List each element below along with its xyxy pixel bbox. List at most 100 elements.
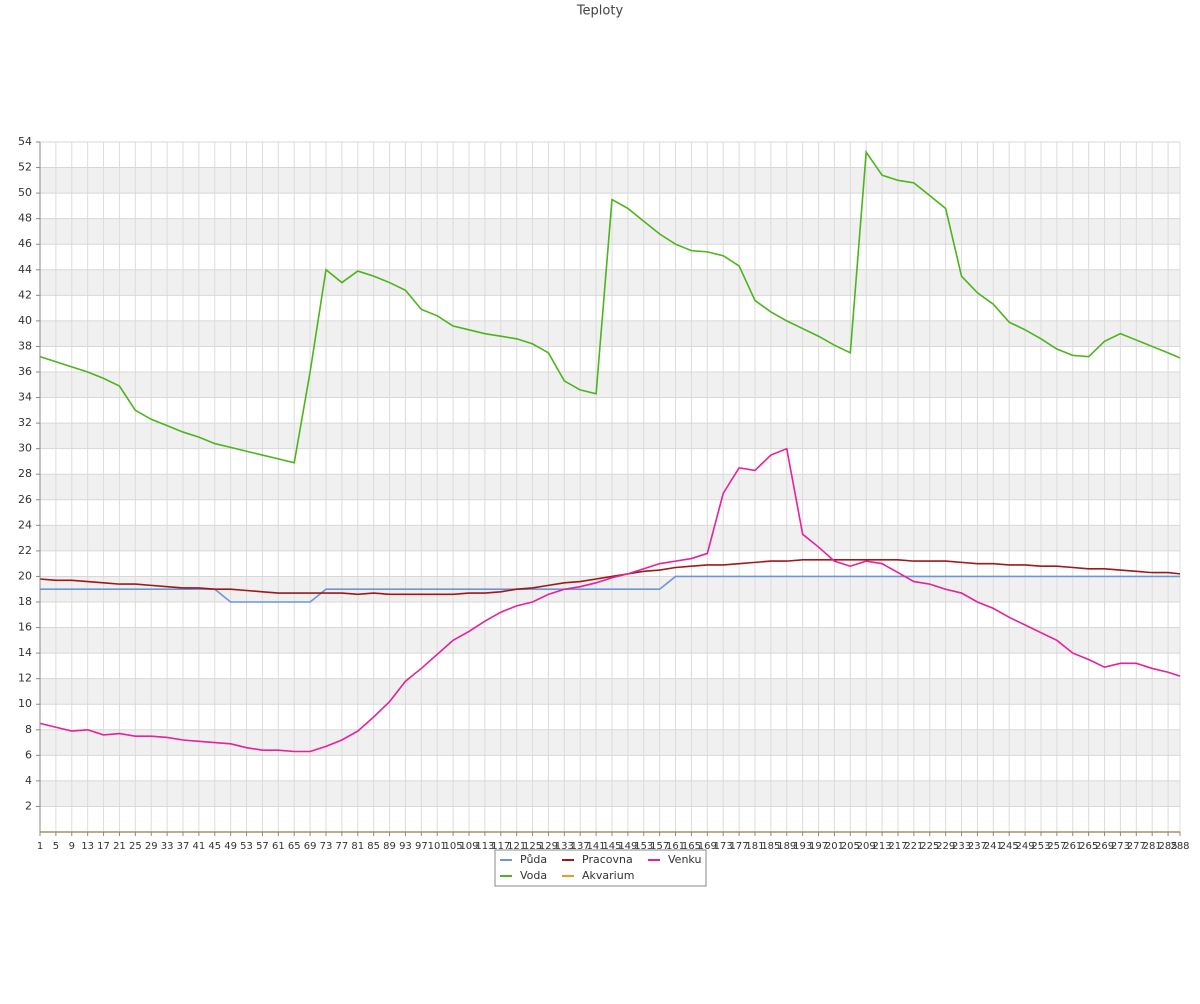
x-tick-label: 169 <box>698 841 717 852</box>
y-tick-label: 52 <box>18 161 32 174</box>
x-tick-label: 173 <box>714 841 733 852</box>
y-tick-label: 2 <box>25 799 32 812</box>
series-line <box>39 559 1181 596</box>
x-tick-label: 253 <box>1031 841 1050 852</box>
x-tick-label: 5 <box>53 841 59 852</box>
series-line <box>39 149 1181 464</box>
y-tick-label: 18 <box>18 595 32 608</box>
x-tick-label: 225 <box>920 841 939 852</box>
x-tick-label: 93 <box>399 841 412 852</box>
x-tick-label: 73 <box>320 841 333 852</box>
series-line <box>39 447 1181 753</box>
x-tick-label: 189 <box>777 841 796 852</box>
x-tick-label: 65 <box>288 841 301 852</box>
bands <box>40 167 1180 807</box>
x-tick-label: 61 <box>272 841 285 852</box>
x-tick-label: 133 <box>555 841 574 852</box>
x-tick-label: 181 <box>745 841 764 852</box>
x-tick-label: 205 <box>841 841 860 852</box>
y-tick-label: 50 <box>18 186 32 199</box>
x-tick-label: 145 <box>602 841 621 852</box>
x-tick-label: 77 <box>336 841 349 852</box>
x-tick-label: 105 <box>444 841 463 852</box>
x-tick-label: 177 <box>730 841 749 852</box>
grid-band <box>40 780 1180 807</box>
x-tick-label: 37 <box>177 841 190 852</box>
grid-band <box>40 627 1180 654</box>
series-line <box>40 575 1180 603</box>
grid-band <box>40 729 1180 756</box>
x-tick-label: 125 <box>523 841 542 852</box>
x-tick-label: 193 <box>793 841 812 852</box>
x-tick-label: 117 <box>491 841 510 852</box>
y-tick-label: 36 <box>18 365 32 378</box>
x-tick-label: 53 <box>240 841 253 852</box>
x-tick-label: 1 <box>37 841 43 852</box>
x-tick-label: 45 <box>208 841 221 852</box>
y-tick-label: 42 <box>18 288 32 301</box>
grid-band <box>40 525 1180 551</box>
y-tick-label: 46 <box>18 237 32 250</box>
y-tick-label: 14 <box>18 646 32 659</box>
y-tick-label: 44 <box>18 263 32 276</box>
x-tick-label: 257 <box>1047 841 1066 852</box>
y-tick-label: 20 <box>18 569 32 582</box>
legend-label: Akvarium <box>582 869 634 882</box>
x-tick-label: 237 <box>968 841 987 852</box>
x-tick-label: 85 <box>367 841 380 852</box>
y-tick-label: 48 <box>18 212 32 225</box>
x-tick-label: 69 <box>304 841 317 852</box>
y-tick-label: 32 <box>18 416 32 429</box>
chart-title: Teploty <box>576 4 624 19</box>
x-tick-label: 221 <box>904 841 923 852</box>
x-tick-label: 33 <box>161 841 174 852</box>
x-tick-label: 288 <box>1170 841 1189 852</box>
grid-band <box>40 678 1180 705</box>
x-tick-label: 209 <box>857 841 876 852</box>
y-tick-label: 8 <box>25 723 32 736</box>
x-tick-label: 101 <box>428 841 447 852</box>
x-tick-label: 81 <box>351 841 364 852</box>
legend: Půda Pracovna Venku Voda Akvarium <box>494 849 707 887</box>
x-tick-label: 161 <box>666 841 685 852</box>
x-tick-label: 261 <box>1063 841 1082 852</box>
legend-label: Půda <box>520 853 547 866</box>
x-tick-label: 49 <box>224 841 237 852</box>
x-tick-label: 21 <box>113 841 126 852</box>
x-tick-label: 57 <box>256 841 269 852</box>
grid-band <box>40 372 1180 398</box>
x-tick-label: 13 <box>81 841 94 852</box>
x-tick-label: 97 <box>415 841 428 852</box>
grid-band <box>40 474 1180 500</box>
y-tick-label: 10 <box>18 697 32 710</box>
x-tick-label: 281 <box>1143 841 1162 852</box>
y-tick-label: 54 <box>18 135 32 148</box>
x-tick-label: 141 <box>587 841 606 852</box>
x-tick-label: 185 <box>761 841 780 852</box>
legend-label: Venku <box>668 853 701 866</box>
x-tick-label: 249 <box>1016 841 1035 852</box>
y-tick-label: 26 <box>18 493 32 506</box>
y-tick-label: 24 <box>18 518 32 531</box>
y-tick-label: 4 <box>25 774 32 787</box>
grid-band <box>40 167 1180 194</box>
x-tick-label: 17 <box>97 841 110 852</box>
grid-band <box>40 269 1180 296</box>
x-tick-label: 121 <box>507 841 526 852</box>
y-tick-label: 6 <box>25 748 32 761</box>
legend-box <box>494 849 707 887</box>
x-tick-label: 109 <box>459 841 478 852</box>
x-tick-label: 241 <box>984 841 1003 852</box>
x-tick-label: 277 <box>1127 841 1146 852</box>
y-tick-label: 28 <box>18 467 32 480</box>
x-tick-label: 269 <box>1095 841 1114 852</box>
x-tick-label: 29 <box>145 841 158 852</box>
x-tick-label: 149 <box>618 841 637 852</box>
x-tick-label: 265 <box>1079 841 1098 852</box>
legend-label: Pracovna <box>582 853 633 866</box>
x-tick-label: 25 <box>129 841 142 852</box>
x-tick-label: 285 <box>1159 841 1178 852</box>
x-tick-label: 157 <box>650 841 669 852</box>
x-tick-label: 153 <box>634 841 653 852</box>
